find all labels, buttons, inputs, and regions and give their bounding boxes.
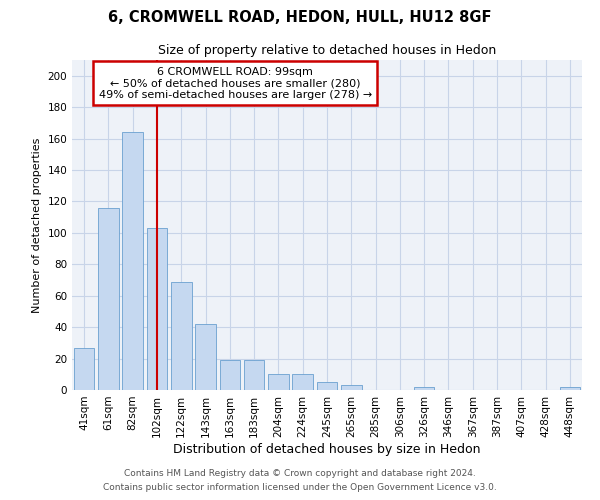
Bar (560, 387, 580, 390)
Bar (171, 282, 191, 390)
Bar (268, 374, 289, 390)
Bar (220, 360, 240, 390)
Text: Contains HM Land Registry data © Crown copyright and database right 2024.: Contains HM Land Registry data © Crown c… (124, 468, 476, 477)
X-axis label: Distribution of detached houses by size in Hedon: Distribution of detached houses by size … (173, 442, 481, 456)
Text: Contains public sector information licensed under the Open Government Licence v3: Contains public sector information licen… (103, 484, 497, 492)
Y-axis label: Number of detached properties: Number of detached properties (32, 138, 42, 312)
Bar (317, 382, 337, 390)
Text: 6, CROMWELL ROAD, HEDON, HULL, HU12 8GF: 6, CROMWELL ROAD, HEDON, HULL, HU12 8GF (108, 10, 492, 25)
Bar (74, 348, 94, 390)
Bar (341, 386, 362, 390)
Bar (292, 374, 313, 390)
Bar (244, 360, 265, 390)
Bar (146, 228, 167, 390)
Bar (122, 132, 143, 390)
Bar (195, 324, 216, 390)
Title: Size of property relative to detached houses in Hedon: Size of property relative to detached ho… (158, 44, 496, 58)
Text: 6 CROMWELL ROAD: 99sqm
← 50% of detached houses are smaller (280)
49% of semi-de: 6 CROMWELL ROAD: 99sqm ← 50% of detached… (98, 66, 372, 100)
Bar (98, 208, 119, 390)
Bar (414, 387, 434, 390)
